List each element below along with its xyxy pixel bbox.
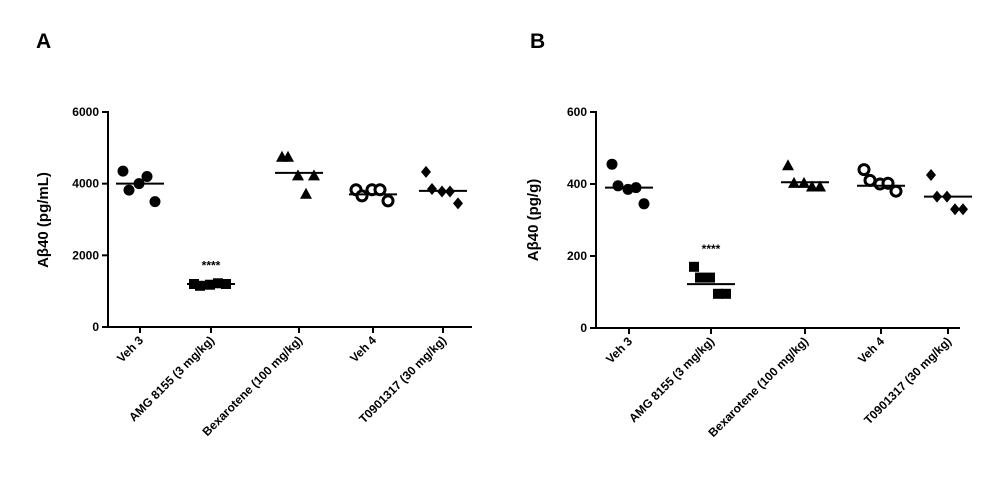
data-point [612, 180, 624, 192]
data-point [713, 288, 723, 299]
y-tick-label: 6000 [72, 105, 99, 119]
x-tick-label: AMG 8155 (3 mg/kg) [626, 334, 717, 425]
y-tick-label: 400 [567, 177, 587, 191]
mean-lines [116, 171, 467, 285]
significance-annotation: **** [202, 258, 221, 272]
data-point [638, 198, 650, 210]
data-point [958, 203, 968, 216]
y-ticks: 0 2000 4000 6000 [72, 105, 108, 334]
y-tick-label: 0 [580, 321, 587, 335]
data-point [863, 173, 877, 187]
significance-annotation: **** [702, 242, 721, 256]
data-point [453, 197, 463, 210]
data-point [141, 171, 153, 182]
panel-label: A [36, 30, 51, 53]
y-tick-label: 0 [92, 320, 99, 334]
data-point [806, 180, 818, 192]
x-tick-label: Bexarotene (100 mg/kg) [705, 334, 811, 440]
data-point [427, 183, 437, 196]
data-point [705, 272, 715, 283]
data-point [857, 163, 871, 177]
data-point [926, 169, 936, 181]
data-point [689, 261, 699, 272]
data-point [814, 180, 826, 192]
data-point [300, 187, 312, 199]
data-point [123, 184, 135, 196]
y-tick-label: 200 [567, 249, 587, 263]
annotations: **** [702, 242, 721, 256]
panel-label: B [530, 30, 545, 53]
data-point [292, 169, 304, 181]
data-point [782, 159, 794, 171]
x-tick-label: Bexarotene (100 mg/kg) [199, 333, 305, 439]
data-points [606, 158, 968, 299]
y-axis-label: Aβ40 (pg/mL) [35, 172, 52, 268]
x-tick-label: Veh 4 [347, 333, 379, 365]
data-point [721, 288, 731, 299]
y-axis-label: Aβ40 (pg/g) [525, 179, 542, 262]
x-tick-label: Veh 4 [855, 334, 887, 366]
data-point [695, 272, 705, 283]
data-points [117, 150, 463, 291]
mean-lines [605, 181, 972, 286]
y-ticks: 0 200 400 600 [567, 105, 596, 335]
annotations: **** [202, 258, 221, 272]
data-point [606, 158, 618, 170]
data-point [282, 150, 294, 162]
data-point [149, 196, 161, 208]
y-tick-label: 4000 [72, 177, 99, 191]
data-point [950, 203, 960, 216]
data-point [195, 280, 205, 291]
data-point [889, 184, 903, 198]
data-point [117, 165, 129, 177]
y-tick-label: 2000 [72, 248, 99, 262]
data-point [355, 189, 369, 203]
data-point [381, 194, 395, 208]
data-point [308, 169, 320, 181]
data-point [421, 165, 431, 178]
y-tick-label: 600 [567, 105, 587, 119]
x-tick-label: Veh 3 [114, 333, 146, 365]
x-tick-label: Veh 3 [603, 334, 635, 366]
data-point [373, 183, 387, 197]
